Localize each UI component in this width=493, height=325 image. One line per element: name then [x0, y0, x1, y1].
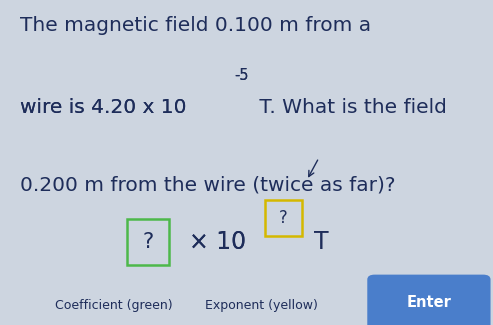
FancyBboxPatch shape [367, 275, 491, 325]
Text: ?: ? [142, 232, 153, 252]
Text: wire is 4.20 x 10: wire is 4.20 x 10 [20, 98, 186, 116]
Text: 0.200 m from the wire (twice as far)?: 0.200 m from the wire (twice as far)? [20, 176, 395, 194]
Text: × 10: × 10 [188, 230, 246, 254]
Text: wire is 4.20 x 10: wire is 4.20 x 10 [20, 98, 186, 116]
Text: Coefficient (green): Coefficient (green) [55, 299, 172, 312]
Text: Enter: Enter [406, 295, 452, 310]
Text: T: T [314, 230, 329, 254]
Text: The magnetic field 0.100 m from a: The magnetic field 0.100 m from a [20, 16, 371, 35]
Text: -5: -5 [235, 68, 249, 83]
Text: -5: -5 [235, 68, 249, 83]
Text: T. What is the field: T. What is the field [253, 98, 447, 116]
Text: ?: ? [279, 209, 287, 227]
Text: Exponent (yellow): Exponent (yellow) [205, 299, 317, 312]
Text: × 10: × 10 [188, 230, 246, 254]
